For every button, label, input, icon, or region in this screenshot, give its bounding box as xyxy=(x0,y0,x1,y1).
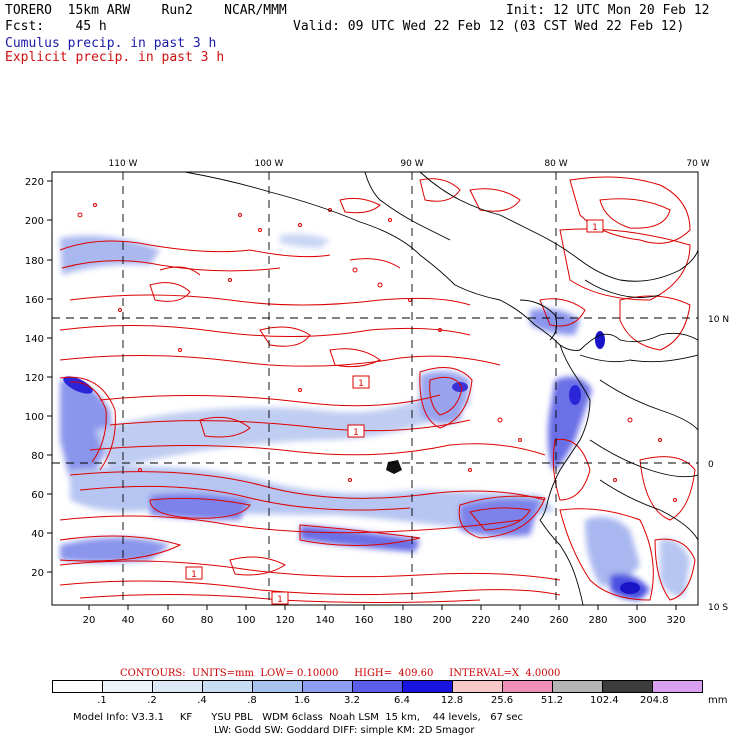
lon-label-90w: 90 W xyxy=(400,159,423,169)
legend-swatch xyxy=(102,680,153,693)
y-axis-labels: 220 200 180 160 140 120 100 80 60 40 20 xyxy=(25,177,44,579)
x-axis-labels: 20 40 60 80 100 120 140 160 180 200 220 … xyxy=(83,615,686,626)
galapagos-islands xyxy=(386,460,402,474)
legend-swatch xyxy=(202,680,253,693)
contour-label-4: 1 xyxy=(191,570,197,580)
run-title: TORERO 15km ARW Run2 NCAR/MMM xyxy=(5,3,287,18)
legend-label: 51.2 xyxy=(540,695,564,706)
valid-time: Valid: 09 UTC Wed 22 Feb 12 (03 CST Wed … xyxy=(293,19,685,34)
y-tick-label: 220 xyxy=(25,177,44,188)
legend-label: .4 xyxy=(197,695,207,706)
y-tick-label: 40 xyxy=(31,529,44,540)
x-tick-label: 80 xyxy=(201,615,214,626)
y-tick-label: 100 xyxy=(25,412,44,423)
y-tick-label: 20 xyxy=(31,568,44,579)
coastlines xyxy=(184,172,698,605)
explicit-legend-label: Explicit precip. in past 3 h xyxy=(5,50,225,65)
axis-ticks xyxy=(47,180,677,610)
legend-swatch xyxy=(602,680,653,693)
x-tick-label: 320 xyxy=(666,615,685,626)
legend-label: .8 xyxy=(247,695,257,706)
legend-swatch xyxy=(652,680,703,693)
y-tick-label: 180 xyxy=(25,256,44,267)
lat-lon-grid xyxy=(52,172,698,605)
x-tick-label: 160 xyxy=(354,615,373,626)
lon-label-80w: 80 W xyxy=(544,159,567,169)
legend-swatch xyxy=(352,680,403,693)
model-info-line-1: Model Info: V3.3.1 KF YSU PBL WDM 6class… xyxy=(73,712,523,723)
cumulus-legend-label: Cumulus precip. in past 3 h xyxy=(5,36,217,51)
init-time: Init: 12 UTC Mon 20 Feb 12 xyxy=(506,3,710,18)
contour-label-1: 1 xyxy=(592,223,598,233)
contour-label-5: 1 xyxy=(277,595,283,605)
x-tick-label: 60 xyxy=(162,615,175,626)
lon-label-110w: 110 W xyxy=(109,159,138,169)
x-tick-label: 100 xyxy=(236,615,255,626)
x-tick-label: 300 xyxy=(627,615,646,626)
legend-swatch xyxy=(402,680,453,693)
x-tick-label: 200 xyxy=(432,615,451,626)
lon-label-100w: 100 W xyxy=(255,159,284,169)
legend-unit: mm xyxy=(708,695,728,706)
x-tick-label: 20 xyxy=(83,615,96,626)
legend-label: 12.8 xyxy=(440,695,464,706)
isolated-precip-cells xyxy=(77,203,677,502)
forecast-hour: Fcst: 45 h xyxy=(5,19,107,34)
x-tick-label: 240 xyxy=(510,615,529,626)
legend-label: 25.6 xyxy=(490,695,514,706)
map-frame xyxy=(51,171,699,606)
legend-swatch xyxy=(302,680,353,693)
contour-value-text: 1 1 1 1 1 xyxy=(191,223,598,605)
legend-label: 204.8 xyxy=(640,695,669,706)
legend-label: 3.2 xyxy=(344,695,360,706)
heavy-precip-cores xyxy=(63,331,640,594)
x-tick-label: 120 xyxy=(275,615,294,626)
legend-label: 6.4 xyxy=(394,695,410,706)
lat-label-0: 0 xyxy=(708,460,714,470)
x-tick-label: 180 xyxy=(393,615,412,626)
legend-label: 102.4 xyxy=(590,695,619,706)
map-contents xyxy=(59,172,698,605)
x-tick-label: 260 xyxy=(549,615,568,626)
x-tick-label: 40 xyxy=(122,615,135,626)
legend-swatch xyxy=(552,680,603,693)
contours-info: CONTOURS: UNITS=mm LOW= 0.10000 HIGH= 40… xyxy=(120,668,561,679)
contour-label-3: 1 xyxy=(353,428,359,438)
explicit-precip-contours xyxy=(59,176,696,603)
legend-swatch xyxy=(452,680,503,693)
legend-swatch xyxy=(52,680,103,693)
legend-label: 1.6 xyxy=(294,695,310,706)
legend-label: .1 xyxy=(97,695,107,706)
x-tick-label: 220 xyxy=(471,615,490,626)
lat-label-10n: 10 N xyxy=(708,315,729,325)
legend-label: .2 xyxy=(147,695,157,706)
y-tick-label: 60 xyxy=(31,490,44,501)
y-tick-label: 200 xyxy=(25,216,44,227)
longitude-labels: 110 W 100 W 90 W 80 W 70 W xyxy=(109,159,710,169)
x-tick-label: 280 xyxy=(588,615,607,626)
latitude-labels: 10 N 0 10 S xyxy=(708,315,729,613)
y-tick-label: 120 xyxy=(25,373,44,384)
contour-value-labels xyxy=(185,219,604,605)
contour-label-2: 1 xyxy=(358,379,364,389)
model-info-line-2: LW: Godd SW: Goddard DIFF: simple KM: 2D… xyxy=(214,725,475,736)
legend-swatch xyxy=(252,680,303,693)
legend-swatch xyxy=(502,680,553,693)
y-tick-label: 140 xyxy=(25,334,44,345)
x-tick-label: 140 xyxy=(315,615,334,626)
cumulus-precip-shading xyxy=(60,234,690,600)
lon-label-70w: 70 W xyxy=(686,159,709,169)
legend-swatch xyxy=(152,680,203,693)
y-tick-label: 80 xyxy=(31,451,44,462)
y-tick-label: 160 xyxy=(25,295,44,306)
lat-label-10s: 10 S xyxy=(708,603,728,613)
